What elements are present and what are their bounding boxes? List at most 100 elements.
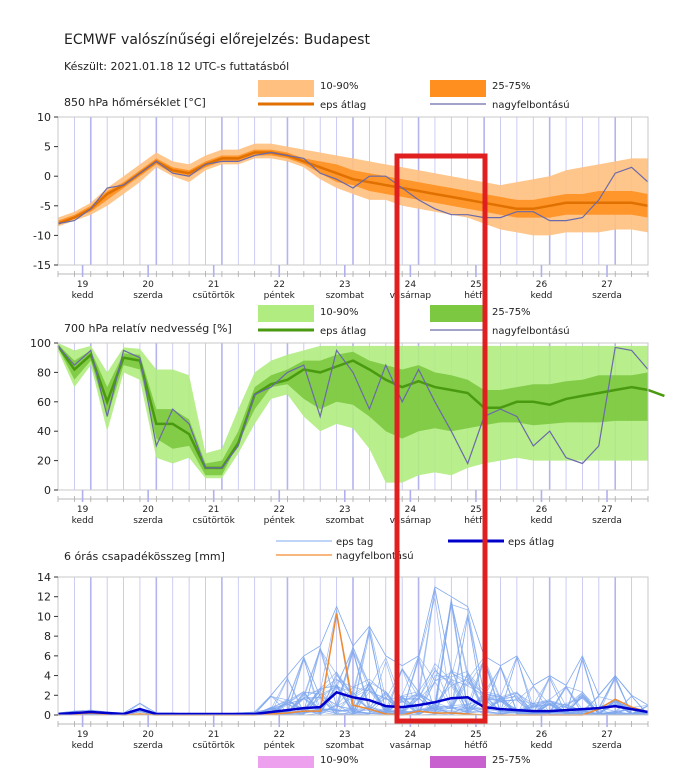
rh-legend-10-90-label: 10-90% [320,307,359,318]
humidity-band-25-75 [58,344,648,476]
temp-legend-25-75-swatch [430,80,486,97]
temperature-hires-line [57,151,649,225]
humidity-band-10-90 [58,343,648,483]
precipitation-ytick-label: 14 [37,571,51,584]
precip-legend-10-90-label: 10-90% [320,755,359,766]
humidity-plot-frame [57,342,649,491]
precipitation-day-number: 27 [601,730,612,740]
temperature-day-number: 23 [339,280,350,290]
rh-legend-10-90-swatch [258,305,314,322]
humidity-ytick-label: 40 [37,425,51,438]
temperature-ytick-label: -10 [33,229,51,242]
temp-legend-eps-mean-label: eps átlag [320,99,366,111]
temp-chart-title: 850 hPa hőmérséklet [°C] [64,96,206,109]
precipitation-plot-frame [57,576,649,716]
temperature-plot-frame [57,116,649,266]
humidity-day-name: kedd [72,516,94,526]
temperature-day-name: csütörtök [193,291,236,301]
humidity-day-number: 27 [601,505,612,515]
precipitation-ytick-label: 0 [44,709,51,722]
temperature-ytick-label: -5 [40,200,51,213]
temperature-day-number: 19 [77,280,89,290]
precip-legend-member-label: eps tag [336,537,373,548]
temperature-day-number: 25 [470,280,481,290]
humidity-ytick-label: 0 [44,484,51,497]
precipitation-day-name: szombat [326,741,365,751]
precipitation-day-number: 19 [77,730,89,740]
precipitation-day-number: 23 [339,730,350,740]
humidity-day-number: 24 [405,505,417,515]
humidity-ytick-label: 60 [37,396,51,409]
temperature-ytick-label: 0 [44,170,51,183]
rh-legend-25-75-swatch [430,305,486,322]
temp-legend-10-90-label: 10-90% [320,81,359,92]
humidity-day-number: 26 [536,505,548,515]
precipitation-day-name: szerda [133,741,163,751]
humidity-ytick-label: 100 [30,337,51,350]
rh-legend-hires-label: nagyfelbontású [492,325,570,337]
temperature-ytick-label: 5 [44,141,51,154]
temperature-day-name: kedd [72,291,94,301]
humidity-day-name: szerda [592,516,622,526]
precipitation-ytick-label: 12 [37,591,51,604]
rh-legend-eps-mean-label: eps átlag [320,325,366,337]
temperature-day-number: 22 [274,280,285,290]
temperature-day-number: 26 [536,280,548,290]
temperature-day-name: szombat [326,291,365,301]
precip-legend-25-75-label: 25-75% [492,755,531,766]
humidity-day-number: 19 [77,505,89,515]
precip-legend-mean-label: eps átlag [508,536,554,548]
humidity-day-name: szerda [133,516,163,526]
humidity-day-number: 22 [274,505,285,515]
precipitation-day-name: szerda [592,741,622,751]
precipitation-ytick-label: 8 [44,630,51,643]
humidity-day-name: csütörtök [193,516,236,526]
precipitation-ytick-label: 4 [44,670,51,683]
temperature-day-name: hétfő [464,290,488,301]
precip-eps-mean-line [57,690,649,716]
humidity-hires-line [57,345,649,469]
temperature-day-name: szerda [133,291,163,301]
humidity-ytick-label: 80 [37,366,51,379]
humidity-day-number: 20 [142,505,154,515]
humidity-eps-mean-line [56,345,665,470]
figure-subtitle: Készült: 2021.01.18 12 UTC-s futtatásból [64,60,289,73]
figure-title: ECMWF valószínűségi előrejelzés: Budapes… [64,32,370,48]
temperature-ytick-label: 10 [37,111,51,124]
precipitation-day-number: 22 [274,730,285,740]
humidity-day-number: 23 [339,505,350,515]
temp-legend-10-90-swatch [258,80,314,97]
precipitation-ytick-label: 2 [44,689,51,702]
temperature-day-name: szerda [592,291,622,301]
precip-plot-area: 1412108642019kedd20szerda21csütörtök22pé… [37,571,649,751]
precipitation-panel: eps tag eps átlag nagyfelbontású 6 órás … [37,536,649,768]
rh-chart-title: 700 hPa relatív nedvesség [%] [64,322,232,335]
humidity-day-name: vasárnap [390,516,432,526]
humidity-day-name: hétfő [464,515,488,526]
precip-legend-10-90-swatch [258,756,314,768]
precipitation-day-name: kedd [531,741,553,751]
temp-plot-area: 1050-5-10-1519kedd20szerda21csütörtök22p… [33,111,649,301]
humidity-day-name: kedd [531,516,553,526]
precipitation-ytick-label: 10 [37,610,51,623]
rh-plot-area: 10080604020019kedd20szerda21csütörtök22p… [30,337,665,526]
highlight-box [394,153,488,724]
humidity-day-name: szombat [326,516,365,526]
temperature-ytick-label: -15 [33,259,51,272]
temperature-day-name: kedd [531,291,553,301]
temperature-day-number: 24 [405,280,417,290]
precip-chart-title: 6 órás csapadékösszeg [mm] [64,550,225,563]
temperature-day-number: 27 [601,280,612,290]
rh-legend-25-75-label: 25-75% [492,307,531,318]
humidity-ytick-label: 20 [37,455,51,468]
temperature-day-name: péntek [264,290,296,301]
humidity-day-number: 21 [208,505,219,515]
temperature-panel: 10-90% 25-75% eps átlag nagyfelbontású 8… [33,80,649,301]
precipitation-day-number: 25 [470,730,481,740]
temp-legend-hires-label: nagyfelbontású [492,99,570,111]
precip-legend-hires-label: nagyfelbontású [336,550,414,562]
precipitation-day-name: hétfő [464,740,488,751]
precipitation-ytick-label: 6 [44,650,51,663]
humidity-day-number: 25 [470,505,481,515]
